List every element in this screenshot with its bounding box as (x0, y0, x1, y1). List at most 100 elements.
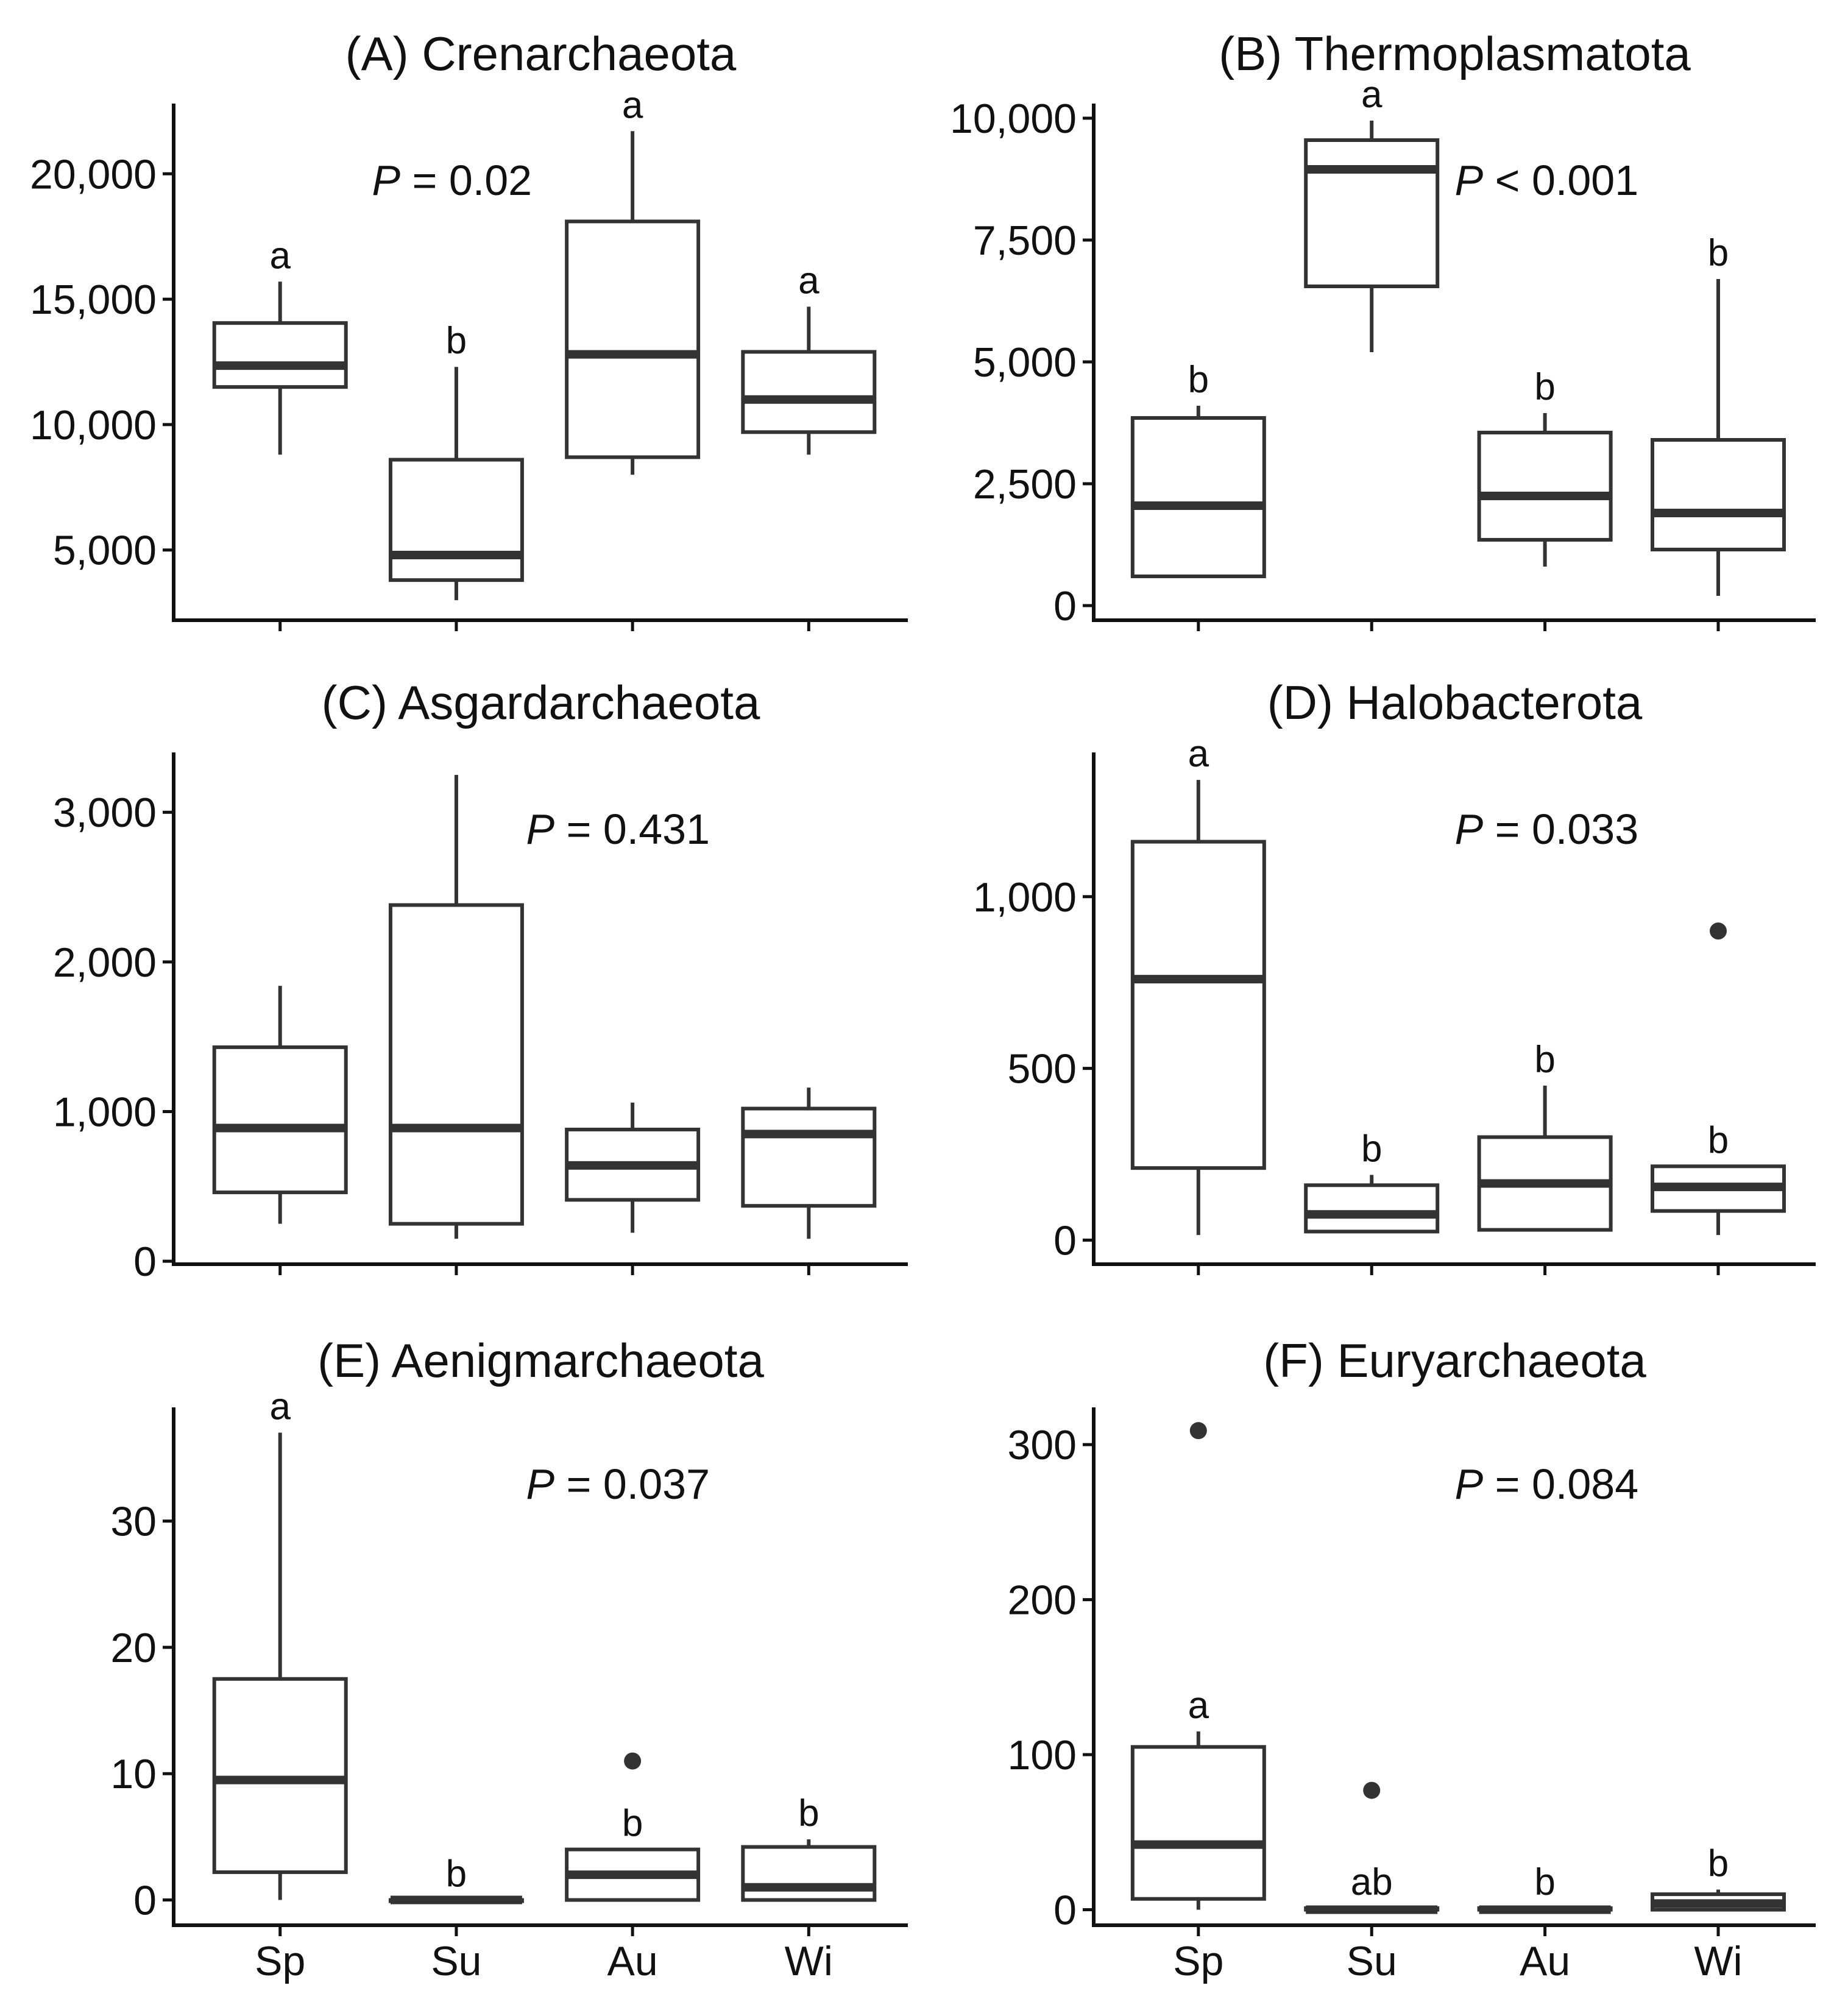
significance-letter: b (1534, 1039, 1555, 1081)
axes (1092, 752, 1816, 1266)
y-tick-label: 1,000 (973, 874, 1077, 921)
significance-letter: b (1708, 1842, 1729, 1884)
box-wi: b (1651, 1842, 1786, 1912)
y-tick-label: 200 (1008, 1577, 1077, 1624)
x-tick-label: Su (431, 1938, 481, 1984)
y-tick-label: 10,000 (950, 96, 1077, 142)
x-tick-label: Au (607, 1938, 658, 1984)
panel-e: (E) Aenigmarchaeota 0 10 20 30 Sp Su Au Wi a b b b P … (110, 1334, 908, 1984)
iqr-box (741, 1845, 877, 1902)
significance-letter: b (1708, 232, 1729, 274)
y-tick-label: 15,000 (30, 277, 157, 323)
y-tick-label: 0 (1053, 1218, 1077, 1264)
p-value-label: P = 0.037 (526, 1460, 710, 1508)
p-symbol: P (526, 805, 554, 853)
panel-b: (B) Thermoplasmatota 0 2,500 5,000 7,500 10,0… (950, 27, 1816, 631)
box-sp: a (1130, 733, 1266, 1236)
significance-letter: b (1534, 366, 1555, 408)
x-tick-label: Wi (785, 1938, 833, 1984)
y-tick-label: 2,500 (973, 461, 1077, 508)
y-tick-label: 300 (1008, 1422, 1077, 1468)
panel-title: (A) Crenarchaeota (345, 27, 737, 80)
y-tick-label: 500 (1008, 1046, 1077, 1092)
x-tick-label: Au (1520, 1938, 1570, 1984)
significance-letter: a (622, 84, 643, 126)
box-su: b (1304, 1128, 1440, 1234)
significance-letter: a (798, 260, 820, 302)
iqr-box (388, 903, 524, 1226)
outlier-point (1189, 1422, 1207, 1440)
p-value: = 0.037 (554, 1460, 710, 1508)
significance-letter: b (1361, 1128, 1382, 1170)
y-tick-label: 0 (1053, 583, 1077, 629)
significance-letter: ab (1351, 1861, 1393, 1903)
axes (1092, 104, 1816, 622)
p-value-label: P = 0.033 (1455, 805, 1639, 853)
y-tick-label: 5,000 (973, 339, 1077, 386)
y-tick-label: 5,000 (53, 528, 157, 574)
outlier-point (1363, 1781, 1381, 1799)
box-au: a (565, 84, 701, 475)
significance-letter: b (1708, 1119, 1729, 1161)
y-tick-label: 20 (110, 1625, 157, 1671)
panel-c: (C) Asgardarchaeota 0 1,000 2,000 3,000 P = 0… (53, 676, 908, 1285)
y-tick-label: 30 (110, 1499, 157, 1545)
box-su: a (1304, 74, 1440, 352)
y-tick-label: 10,000 (30, 402, 157, 448)
p-value: = 0.431 (554, 805, 710, 853)
box-su: b (388, 320, 524, 601)
panel-f: (F) Euryarchaeota 0 100 200 300 Sp Su Au Wi a ab b b… (1008, 1334, 1816, 1984)
p-symbol: P (372, 157, 400, 204)
x-tick-label: Su (1347, 1938, 1397, 1984)
significance-letter: b (1188, 359, 1209, 401)
iqr-box (741, 350, 877, 434)
significance-letter: b (446, 320, 467, 362)
significance-letter: a (269, 235, 291, 277)
significance-letter: b (1534, 1861, 1555, 1903)
x-tick-label: Wi (1694, 1938, 1742, 1984)
box-sp: b (1130, 359, 1266, 578)
box-su (388, 774, 524, 1239)
y-tick-label: 7,500 (973, 218, 1077, 264)
outlier-point (624, 1752, 642, 1770)
axes (172, 104, 908, 622)
axes (172, 752, 908, 1266)
p-value: < 0.001 (1483, 157, 1638, 204)
iqr-box (1130, 840, 1266, 1170)
y-tick-label: 3,000 (53, 790, 157, 836)
significance-letter: a (1188, 1685, 1209, 1727)
iqr-box (565, 219, 701, 459)
y-tick-label: 10 (110, 1751, 157, 1797)
panel-title: (B) Thermoplasmatota (1219, 27, 1691, 80)
box-sp: a (212, 1385, 348, 1900)
x-tick-label: Sp (255, 1938, 305, 1984)
box-wi: b (741, 1792, 877, 1902)
iqr-box (1477, 431, 1613, 542)
iqr-box (1130, 1745, 1266, 1901)
box-wi (741, 1088, 877, 1239)
axes (172, 1407, 908, 1927)
y-tick-label: 0 (133, 1878, 157, 1924)
y-tick-label: 1,000 (53, 1089, 157, 1135)
panel-d: (D) Halobacterota 0 500 1,000 a b b b P = 0.033 (973, 676, 1816, 1275)
iqr-box (212, 1045, 348, 1195)
y-tick-label: 0 (133, 1239, 157, 1285)
box-wi: b (1651, 922, 1786, 1236)
iqr-box (388, 458, 524, 582)
significance-letter: a (269, 1385, 291, 1427)
box-wi: b (1651, 232, 1786, 596)
panel-title: (F) Euryarchaeota (1263, 1334, 1646, 1387)
p-value-label: P < 0.001 (1455, 157, 1639, 204)
box-au: b (1477, 1861, 1613, 1914)
y-tick-label: 100 (1008, 1732, 1077, 1778)
x-tick-label: Sp (1173, 1938, 1223, 1984)
p-value: = 0.084 (1483, 1460, 1638, 1508)
p-symbol: P (1455, 1460, 1484, 1508)
panel-title: (E) Aenigmarchaeota (317, 1334, 764, 1387)
significance-letter: b (622, 1803, 643, 1845)
iqr-box (1651, 438, 1786, 551)
iqr-box (1304, 1183, 1440, 1234)
y-tick-label: 2,000 (53, 939, 157, 986)
outlier-point (1710, 922, 1727, 940)
